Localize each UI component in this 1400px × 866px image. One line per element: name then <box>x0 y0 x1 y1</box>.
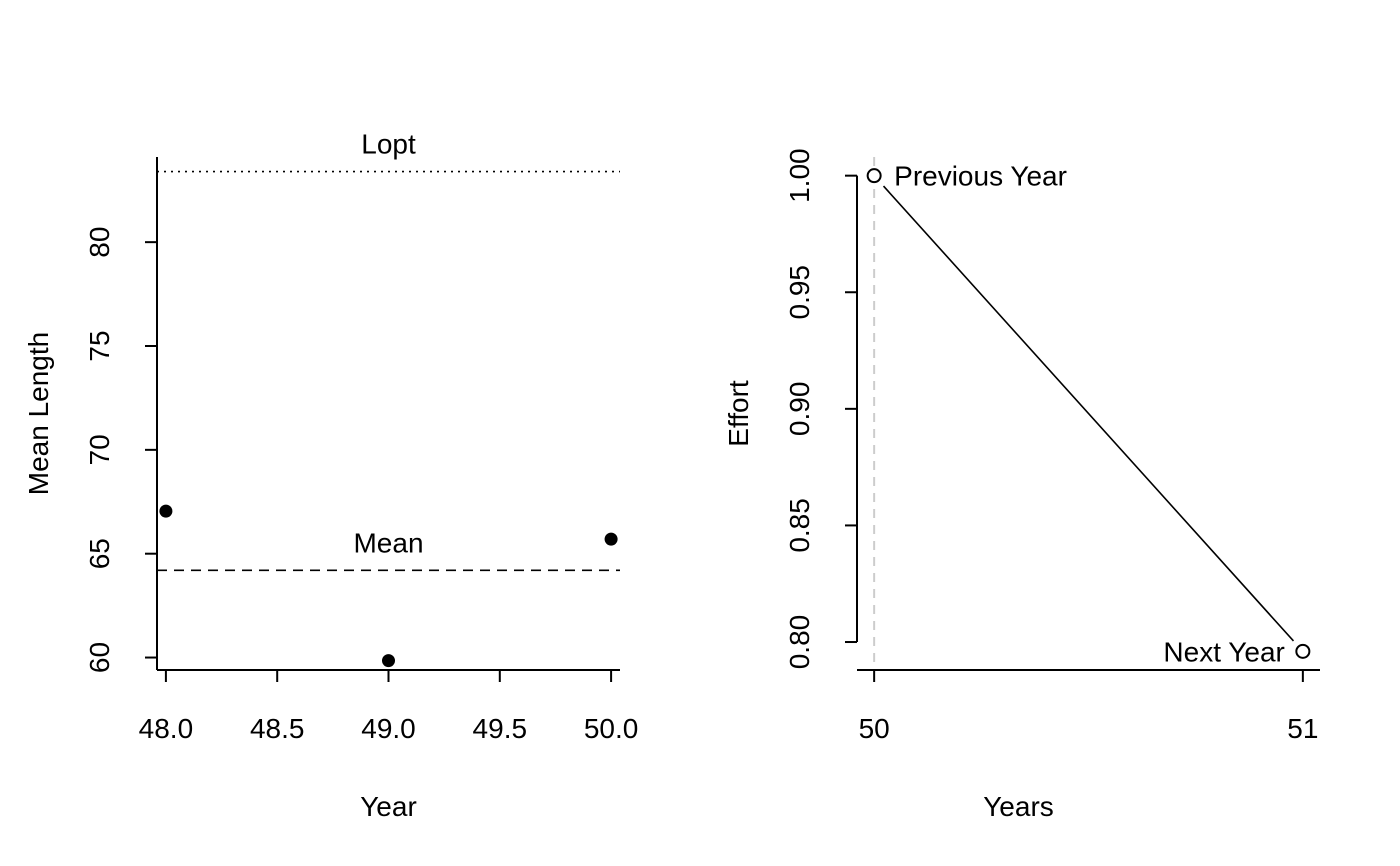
x-tick-label: 50 <box>859 713 890 744</box>
x-tick-label: 51 <box>1287 713 1318 744</box>
label-previous-year: Previous Year <box>894 161 1067 192</box>
data-point <box>604 532 618 546</box>
y-tick-label: 0.80 <box>784 615 815 670</box>
y-tick-label: 75 <box>84 330 115 361</box>
y-tick-label: 65 <box>84 538 115 569</box>
x-tick-label: 48.0 <box>139 713 194 744</box>
series-line <box>882 185 1295 642</box>
x-axis-title: Year <box>360 791 417 822</box>
x-tick-label: 48.5 <box>250 713 305 744</box>
x-tick-label: 49.5 <box>473 713 528 744</box>
reference-label-lopt: Lopt <box>361 129 416 160</box>
y-tick-label: 0.95 <box>784 265 815 320</box>
y-axis-title: Effort <box>723 380 754 447</box>
label-next-year: Next Year <box>1163 636 1284 667</box>
y-tick-label: 0.90 <box>784 382 815 437</box>
y-axis-title: Mean Length <box>23 332 54 495</box>
y-tick-label: 70 <box>84 434 115 465</box>
x-axis-title: Years <box>983 791 1054 822</box>
data-point <box>866 168 882 184</box>
x-tick-label: 49.0 <box>361 713 416 744</box>
y-tick-label: 0.85 <box>784 498 815 553</box>
data-point <box>1295 643 1311 659</box>
data-point <box>382 654 395 668</box>
reference-label-mean: Mean <box>353 527 423 558</box>
y-tick-label: 1.00 <box>784 148 815 203</box>
x-tick-label: 50.0 <box>584 713 639 744</box>
y-tick-label: 60 <box>84 642 115 673</box>
data-point <box>159 504 173 518</box>
y-tick-label: 80 <box>84 227 115 258</box>
